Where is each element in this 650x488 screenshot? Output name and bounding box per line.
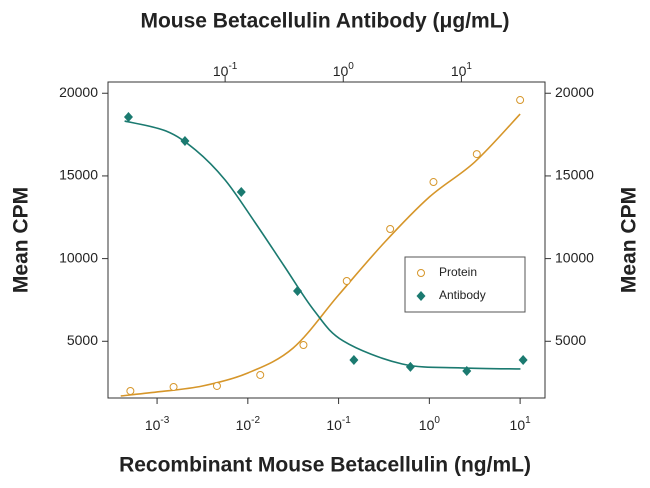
y-tick-label: 5000 [67,332,98,348]
tick-base: 10 [236,417,252,433]
x-axis-label: Recombinant Mouse Betacellulin (ng/mL) [119,454,531,477]
fit-curve [120,113,521,397]
tick-base: 10 [145,417,161,433]
point [299,340,308,349]
x2ticks-tick-label: 100 [333,61,355,79]
point [236,186,246,197]
tick-power: -3 [160,415,169,426]
y2-axis-label: Mean CPM [618,187,641,293]
tick-power: -1 [228,61,237,72]
point [472,150,481,159]
point [429,178,438,187]
y2-tick-label: 20000 [555,84,594,100]
point [126,386,135,395]
point [256,370,265,379]
tick-power: 1 [466,61,472,72]
y2-tick-label: 15000 [555,167,594,183]
tick-power: 1 [525,415,531,426]
tick-base: 10 [419,417,435,433]
plot-frame [107,81,546,399]
y-tick-label: 15000 [59,167,98,183]
tick-base: 10 [451,63,467,79]
fit-curve [124,120,521,370]
point [342,276,351,285]
chart-title: Mouse Betacellulin Antibody (μg/mL) [140,10,509,33]
legend-marker [416,291,426,301]
tick-base: 10 [333,63,349,79]
xticks-tick-label: 10-1 [326,415,351,433]
point [518,354,528,365]
y-tick-label: 20000 [59,84,98,100]
point [180,136,190,147]
point [349,354,359,365]
xticks-tick-label: 10-2 [236,415,261,433]
tick-base: 10 [510,417,526,433]
xticks-tick-label: 10-3 [145,415,170,433]
tick-power: -1 [342,415,351,426]
legend-box [404,256,526,313]
point [386,225,395,234]
legend-label: Protein [439,265,477,279]
point [462,366,472,377]
point [405,361,415,372]
tick-power: 0 [348,61,354,72]
legend-marker [417,269,425,277]
y2-tick-label: 5000 [555,332,586,348]
tick-power: -2 [251,415,260,426]
xticks-tick-label: 101 [510,415,532,433]
y2-tick-label: 10000 [555,249,594,265]
tick-base: 10 [213,63,229,79]
point [212,381,221,390]
tick-base: 10 [326,417,342,433]
point [169,382,178,391]
y-tick-label: 10000 [59,249,98,265]
y-axis-label: Mean CPM [10,187,33,293]
point [516,96,525,105]
point [293,286,303,297]
x2ticks-tick-label: 101 [451,61,473,79]
tick-power: 0 [434,415,440,426]
x2ticks-tick-label: 10-1 [213,61,238,79]
legend-label: Antibody [439,288,486,302]
point [123,112,133,123]
xticks-tick-label: 100 [419,415,441,433]
